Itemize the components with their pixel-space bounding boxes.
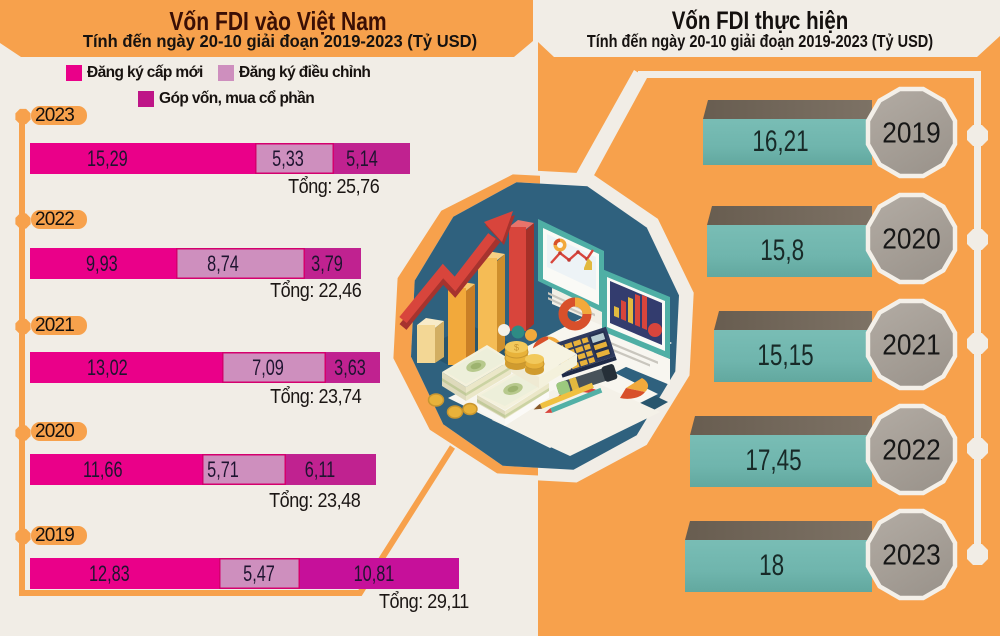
svg-text:2019: 2019 <box>882 117 940 149</box>
svg-text:2023: 2023 <box>882 539 940 571</box>
svg-text:2020: 2020 <box>882 223 940 255</box>
svg-text:2022: 2022 <box>882 434 940 466</box>
svg-text:$: $ <box>514 343 519 353</box>
svg-text:2021: 2021 <box>882 329 940 361</box>
